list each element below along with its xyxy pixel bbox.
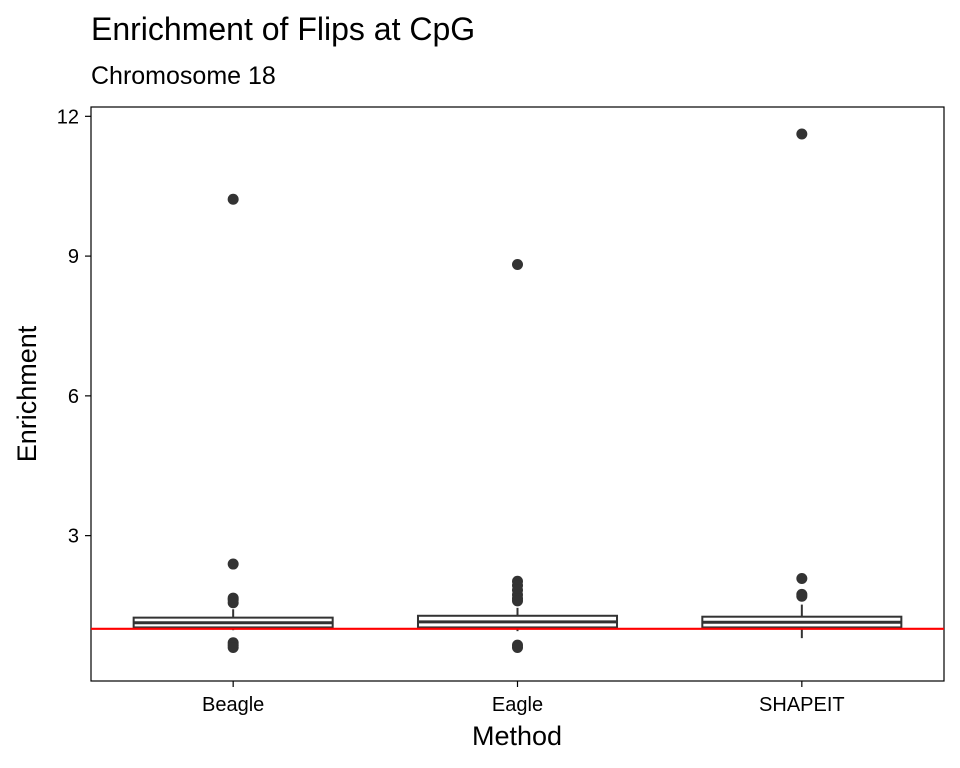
chart-title: Enrichment of Flips at CpG bbox=[91, 11, 475, 47]
outlier-point bbox=[796, 573, 808, 584]
chart-subtitle: Chromosome 18 bbox=[91, 62, 276, 90]
box-beagle bbox=[132, 193, 334, 653]
outlier-point bbox=[512, 258, 523, 270]
y-tick-label: 6 bbox=[68, 386, 79, 408]
y-tick-label: 3 bbox=[68, 526, 79, 548]
outlier-point bbox=[512, 595, 523, 607]
box-shapeit bbox=[701, 128, 903, 639]
outlier-point bbox=[796, 590, 808, 602]
outlier-point bbox=[796, 128, 808, 140]
x-axis-title: Method bbox=[472, 721, 562, 751]
y-axis-title: Enrichment bbox=[12, 325, 42, 462]
y-tick-label: 12 bbox=[57, 106, 79, 128]
outlier-point bbox=[227, 597, 239, 609]
outlier-point bbox=[227, 193, 239, 205]
x-tick-label-beagle: Beagle bbox=[202, 694, 264, 716]
x-tick-label-eagle: Eagle bbox=[492, 694, 543, 716]
outlier-point bbox=[227, 641, 239, 653]
x-axis: Beagle Eagle SHAPEIT bbox=[202, 681, 845, 716]
outlier-point bbox=[227, 558, 239, 570]
y-tick-label: 9 bbox=[68, 246, 79, 268]
x-tick-label-shapeit: SHAPEIT bbox=[759, 694, 845, 716]
y-axis: 3 6 9 12 bbox=[57, 106, 91, 548]
outlier-point bbox=[512, 641, 523, 653]
